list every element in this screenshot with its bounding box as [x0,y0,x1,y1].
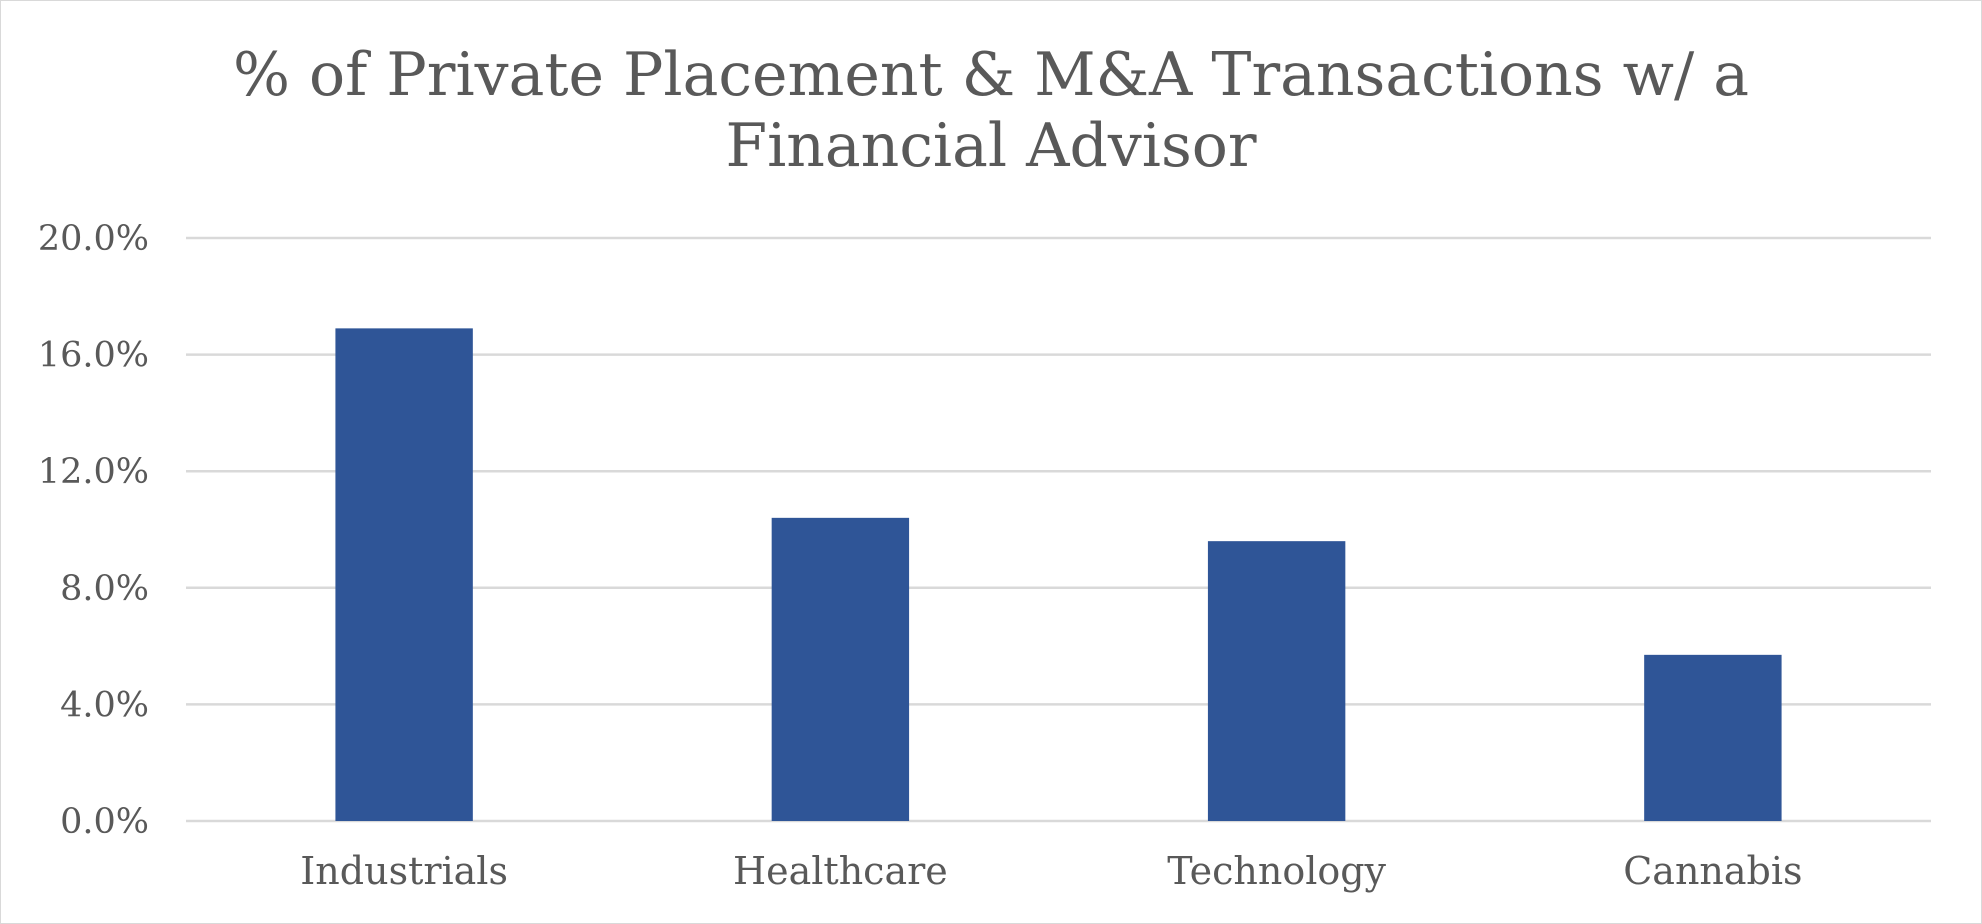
bar-healthcare [771,517,910,821]
y-axis-ticks: 0.0% 4.0% 8.0% 12.0% 16.0% 20.0% [38,219,149,842]
y-tick-label: 12.0% [38,452,149,492]
x-category-label: Cannabis [1623,849,1802,893]
x-axis-categories: Industrials Healthcare Technology Cannabis [300,849,1802,893]
x-category-label: Healthcare [733,849,948,893]
gridlines [186,236,1931,823]
bar-industrials [335,328,473,821]
y-tick-label: 8.0% [60,569,149,609]
y-tick-label: 16.0% [38,336,149,376]
chart-title-line-1: % of Private Placement & M&A Transaction… [233,40,1749,110]
chart-title-line-2: Financial Advisor [725,111,1256,181]
y-tick-label: 4.0% [60,685,149,725]
y-tick-label: 20.0% [38,219,149,259]
y-tick-label: 0.0% [60,802,149,842]
x-category-label: Industrials [300,849,508,893]
bars [335,328,1782,821]
bar-cannabis [1644,654,1782,821]
x-category-label: Technology [1167,849,1386,893]
bar-technology [1207,541,1346,821]
